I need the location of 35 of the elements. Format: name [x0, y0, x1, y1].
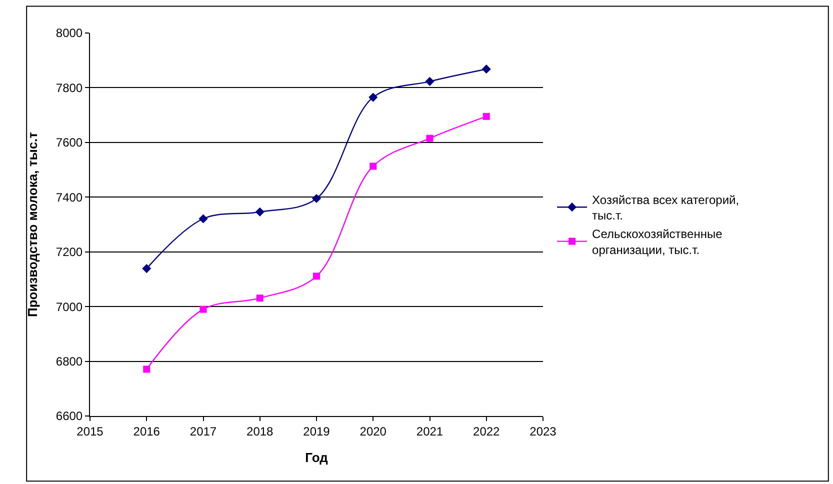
point	[370, 162, 377, 170]
x-tick-label: 2015	[76, 424, 104, 438]
x-tick-label: 2017	[190, 424, 217, 438]
x-tick-label: 2022	[473, 424, 500, 438]
y-tick-label: 7400	[56, 190, 83, 204]
point	[256, 294, 264, 302]
point	[142, 264, 152, 274]
y-tick-label: 6800	[56, 354, 83, 368]
y-tick-label: 6600	[56, 409, 83, 424]
x-tick-label: 2016	[133, 424, 160, 438]
y-tick-label: 7800	[56, 80, 83, 95]
point	[198, 214, 208, 224]
y-tick-label: 8000	[56, 26, 83, 40]
y-axis-title: Производство молока, тыс.т	[24, 132, 40, 318]
x-tick-label: 2019	[303, 424, 330, 438]
x-tick-label: 2020	[360, 424, 387, 438]
point	[200, 306, 207, 313]
point	[368, 92, 378, 102]
point	[313, 272, 320, 280]
point	[482, 112, 490, 120]
y-tick-label: 7200	[56, 245, 83, 260]
point	[482, 64, 491, 74]
point	[425, 76, 434, 86]
legend-label: Хозяйства всех категорий, тыс.т.	[592, 192, 740, 223]
point	[255, 207, 264, 216]
y-tick-label: 7600	[56, 136, 83, 150]
x-axis-title: Год	[305, 450, 329, 465]
point	[143, 366, 150, 373]
x-tick-label: 2023	[530, 424, 557, 438]
x-tick-label: 2021	[416, 424, 444, 438]
legend-label: Сельскохозяйственные организации, тыс.т.	[592, 227, 723, 257]
point	[426, 134, 434, 142]
y-tick-label: 7000	[56, 300, 83, 314]
x-tick-label: 2018	[246, 424, 274, 438]
point	[312, 194, 322, 204]
